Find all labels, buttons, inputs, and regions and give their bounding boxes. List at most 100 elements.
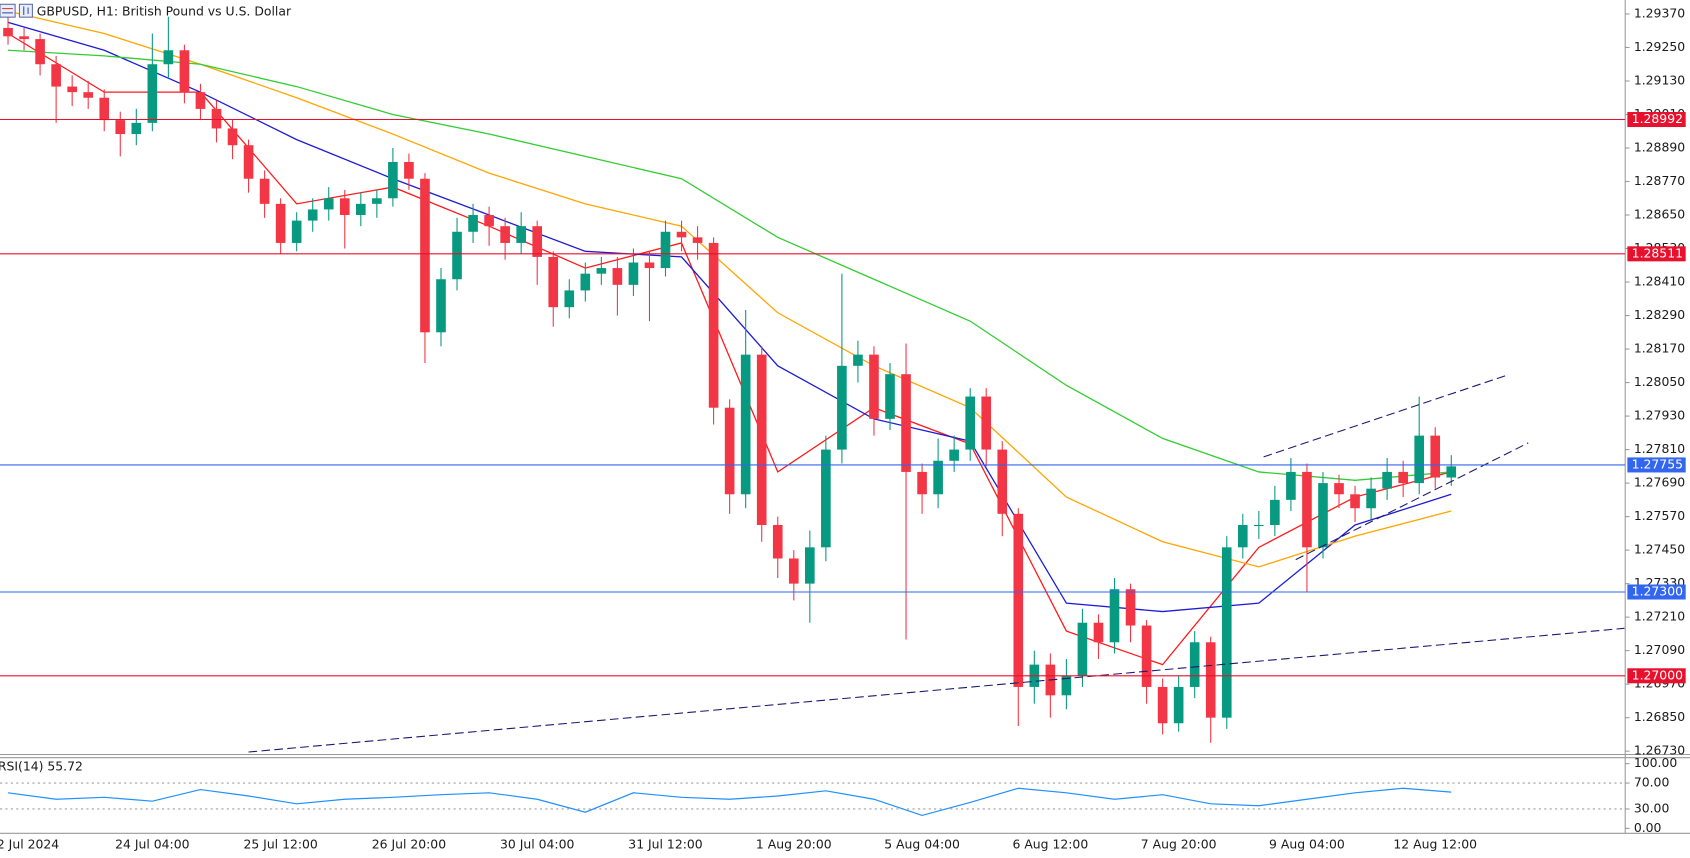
x-tick-label: 24 Jul 04:00 xyxy=(115,838,190,852)
candle-body xyxy=(532,226,543,257)
candle-body xyxy=(1141,625,1152,687)
y-tick-label: 1.28290 xyxy=(1634,308,1685,322)
candle-body xyxy=(51,64,61,87)
candle-body xyxy=(612,268,623,285)
trendline xyxy=(248,627,1625,753)
candle-body xyxy=(660,231,671,269)
level-label-box xyxy=(1627,584,1686,600)
y-tick-label: 1.26730 xyxy=(1634,744,1685,758)
candle-body xyxy=(644,262,655,269)
candle-body xyxy=(1270,499,1280,525)
x-tick-label: 26 Jul 20:00 xyxy=(372,838,447,852)
x-tick-label: 22 Jul 2024 xyxy=(0,838,59,852)
candle-body xyxy=(131,122,142,135)
y-tick-label: 1.27210 xyxy=(1634,610,1685,624)
candle-body xyxy=(1013,513,1024,687)
candle-body xyxy=(1173,686,1184,724)
candle-body xyxy=(372,198,382,204)
x-tick-label: 1 Aug 20:00 xyxy=(756,838,832,852)
candle-body xyxy=(740,354,751,495)
y-tick-label: 1.27090 xyxy=(1634,643,1685,657)
candle-body xyxy=(1350,494,1360,509)
candle-body xyxy=(1318,483,1328,548)
y-tick-label: 1.28650 xyxy=(1634,208,1685,222)
candle-body xyxy=(1446,466,1457,478)
candle-body xyxy=(676,231,687,238)
candle-body xyxy=(805,547,815,584)
y-tick-label: 1.27450 xyxy=(1634,543,1685,557)
level-label: 1.27755 xyxy=(1632,457,1683,471)
candle-body xyxy=(179,50,190,93)
candle-body xyxy=(516,226,526,243)
candle-body xyxy=(420,178,430,333)
candle-body xyxy=(339,198,350,216)
x-tick-label: 31 Jul 12:00 xyxy=(628,838,703,852)
candle-body xyxy=(692,237,703,243)
candle-body xyxy=(163,50,174,65)
trendline xyxy=(1263,375,1506,458)
level-label: 1.27000 xyxy=(1632,668,1683,682)
candle-body xyxy=(1382,471,1392,489)
x-tick-label: 30 Jul 04:00 xyxy=(500,838,575,852)
y-tick-label: 1.28770 xyxy=(1634,174,1685,188)
moving-average xyxy=(7,49,1452,481)
x-tick-label: 6 Aug 12:00 xyxy=(1012,838,1088,852)
candle-body xyxy=(1205,642,1216,718)
candle-body xyxy=(35,39,45,65)
level-label: 1.28992 xyxy=(1632,112,1683,126)
y-tick-label: 1.27810 xyxy=(1634,442,1685,456)
chart-title: GBPUSD, H1: British Pound vs U.S. Dollar xyxy=(37,4,292,18)
level-label-box xyxy=(1627,457,1686,473)
candle-body xyxy=(853,354,863,366)
candle-body xyxy=(388,161,398,199)
x-tick-label: 9 Aug 04:00 xyxy=(1269,838,1345,852)
candle-body xyxy=(1189,642,1200,687)
y-tick-label: 1.27570 xyxy=(1634,509,1685,523)
y-tick-label: 1.29370 xyxy=(1634,6,1685,20)
rsi-pane xyxy=(0,782,1626,817)
y-tick-label: 1.27690 xyxy=(1634,476,1685,490)
candle-body xyxy=(291,220,302,243)
candle-body xyxy=(83,92,94,98)
candle-body xyxy=(885,374,895,419)
candle-body xyxy=(981,396,992,450)
candle-body xyxy=(1077,622,1088,676)
candle-body xyxy=(869,354,879,419)
candle-body xyxy=(917,471,927,495)
candle-body xyxy=(756,354,767,525)
candle-body xyxy=(708,242,719,408)
candle-body xyxy=(227,128,238,146)
y-tick-label: 1.28050 xyxy=(1634,375,1685,389)
y-tick-label: 70.00 xyxy=(1634,776,1670,790)
y-tick-label: 30.00 xyxy=(1634,801,1670,815)
y-tick-label: 1.29130 xyxy=(1634,74,1685,88)
candle-body xyxy=(548,256,559,308)
candle-body xyxy=(724,407,735,495)
candle-body xyxy=(211,108,222,129)
level-label-box xyxy=(1627,112,1686,128)
level-label: 1.27300 xyxy=(1632,585,1683,599)
candle-body xyxy=(1334,483,1344,495)
y-tick-label: 1.27930 xyxy=(1634,409,1685,423)
candle-body xyxy=(788,558,799,584)
candle-body xyxy=(628,262,639,285)
candle-body xyxy=(67,86,77,93)
level-label-box xyxy=(1627,668,1686,684)
y-tick-label: 100.00 xyxy=(1634,756,1678,770)
candle-body xyxy=(1157,686,1168,724)
candle-body xyxy=(949,449,959,461)
trendline xyxy=(1295,442,1529,561)
candle-body xyxy=(259,178,270,204)
rsi-title: RSI(14) 55.72 xyxy=(0,759,83,773)
candle-body xyxy=(1430,435,1441,478)
x-tick-label: 7 Aug 20:00 xyxy=(1141,838,1217,852)
candle-body xyxy=(307,209,318,221)
candle-body xyxy=(1414,435,1425,484)
candle-body xyxy=(1286,471,1296,500)
y-tick-label: 1.28890 xyxy=(1634,141,1685,155)
y-tick-label: 1.28410 xyxy=(1634,275,1685,289)
axes: 1.293701.292501.291301.290101.288901.287… xyxy=(0,6,1686,852)
candle-body xyxy=(147,64,158,123)
level-label: 1.28511 xyxy=(1632,246,1683,260)
